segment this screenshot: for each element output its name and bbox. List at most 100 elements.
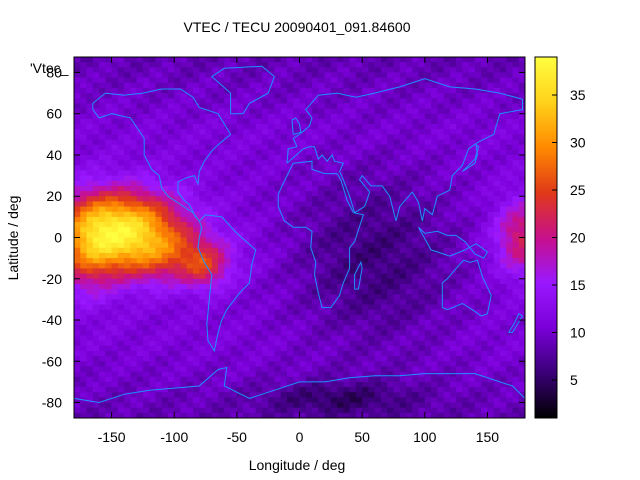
heatmap-cell xyxy=(224,144,231,151)
heatmap-cell xyxy=(312,320,319,326)
heatmap-cell xyxy=(261,299,269,305)
heatmap-cell xyxy=(393,237,401,244)
heatmap-cell xyxy=(355,62,363,68)
heatmap-cell xyxy=(211,340,219,347)
heatmap-cell xyxy=(324,87,332,94)
heatmap-cell xyxy=(142,325,150,331)
heatmap-cell xyxy=(412,160,419,166)
heatmap-cell xyxy=(318,103,325,109)
heatmap-cell xyxy=(230,402,238,409)
heatmap-cell xyxy=(130,108,138,115)
heatmap-cell xyxy=(418,242,426,249)
heatmap-cell xyxy=(167,98,175,104)
heatmap-cell xyxy=(443,356,451,362)
heatmap-cell xyxy=(456,314,463,321)
heatmap-cell xyxy=(243,356,250,362)
heatmap-cell xyxy=(330,227,338,233)
heatmap-cell xyxy=(362,227,369,233)
heatmap-cell xyxy=(387,366,394,372)
heatmap-cell xyxy=(362,299,369,305)
heatmap-cell xyxy=(437,144,444,151)
heatmap-cell xyxy=(268,124,275,130)
heatmap-cell xyxy=(86,412,94,419)
heatmap-cell xyxy=(318,309,325,316)
heatmap-cell xyxy=(274,325,282,331)
heatmap-cell xyxy=(380,252,388,259)
heatmap-cell xyxy=(387,320,394,326)
heatmap-cell xyxy=(399,57,407,63)
heatmap-cell xyxy=(230,175,238,182)
heatmap-cell xyxy=(243,299,250,305)
heatmap-cell xyxy=(205,320,213,326)
heatmap-cell xyxy=(161,160,169,166)
heatmap-cell xyxy=(487,289,495,295)
heatmap-cell xyxy=(399,247,407,254)
heatmap-cell xyxy=(512,82,520,89)
heatmap-cell xyxy=(330,247,338,254)
heatmap-cell xyxy=(343,350,351,357)
heatmap-cell xyxy=(92,160,100,166)
heatmap-cell xyxy=(499,67,507,73)
heatmap-cell xyxy=(224,263,231,269)
heatmap-cell xyxy=(493,211,501,218)
heatmap-cell xyxy=(274,340,282,347)
heatmap-cell xyxy=(343,340,351,347)
heatmap-cell xyxy=(230,180,238,187)
heatmap-cell xyxy=(431,134,438,140)
heatmap-cell xyxy=(149,165,156,171)
heatmap-cell xyxy=(236,62,244,68)
heatmap-cell xyxy=(255,180,263,187)
heatmap-cell xyxy=(499,237,507,244)
heatmap-cell xyxy=(355,356,363,362)
heatmap-cell xyxy=(355,211,363,218)
heatmap-cell xyxy=(324,93,332,99)
heatmap-cell xyxy=(330,134,338,140)
heatmap-cell xyxy=(349,237,357,244)
heatmap-cell xyxy=(268,227,275,233)
heatmap-cell xyxy=(161,407,169,414)
heatmap-cell xyxy=(506,129,513,135)
heatmap-cell xyxy=(362,387,369,393)
heatmap-cell xyxy=(180,185,188,192)
heatmap-cell xyxy=(405,165,413,171)
heatmap-cell xyxy=(493,149,501,156)
heatmap-cell xyxy=(99,154,106,161)
heatmap-cell xyxy=(99,309,106,316)
heatmap-cell xyxy=(211,371,219,378)
heatmap-cell xyxy=(374,376,382,383)
heatmap-cell xyxy=(105,93,112,99)
heatmap-cell xyxy=(506,206,513,213)
heatmap-cell xyxy=(99,381,106,388)
heatmap-cell xyxy=(180,289,188,295)
heatmap-cell xyxy=(418,82,426,89)
heatmap-cell xyxy=(142,397,150,403)
heatmap-cell xyxy=(86,180,94,187)
heatmap-cell xyxy=(117,216,125,223)
heatmap-cell xyxy=(330,129,338,135)
heatmap-cell xyxy=(136,72,144,79)
heatmap-cell xyxy=(349,273,357,280)
heatmap-cell xyxy=(362,211,369,218)
heatmap-cell xyxy=(130,82,138,89)
heatmap-cell xyxy=(92,139,100,146)
heatmap-cell xyxy=(174,216,181,223)
heatmap-cell xyxy=(499,268,507,274)
heatmap-cell xyxy=(142,77,150,84)
heatmap-cell xyxy=(105,222,112,228)
heatmap-cell xyxy=(236,314,244,321)
heatmap-cell xyxy=(324,278,332,285)
heatmap-cell xyxy=(92,87,100,94)
heatmap-cell xyxy=(312,124,319,130)
heatmap-cell xyxy=(149,242,156,249)
heatmap-cell xyxy=(161,371,169,378)
heatmap-cell xyxy=(393,62,401,68)
heatmap-cell xyxy=(456,57,463,63)
heatmap-cell xyxy=(86,283,94,290)
heatmap-cell xyxy=(443,376,451,383)
heatmap-cell xyxy=(230,387,238,393)
heatmap-cell xyxy=(424,87,432,94)
heatmap-cell xyxy=(142,289,150,295)
heatmap-cell xyxy=(362,330,369,336)
heatmap-cell xyxy=(268,314,275,321)
heatmap-cell xyxy=(337,185,344,192)
